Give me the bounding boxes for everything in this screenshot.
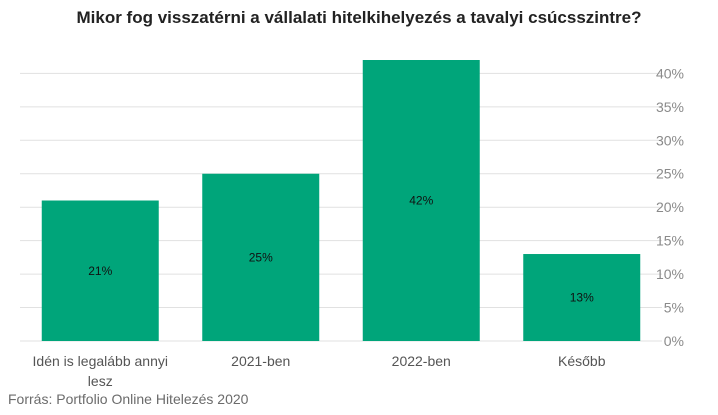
y-tick-label: 0%	[664, 333, 684, 349]
bar	[523, 254, 641, 341]
y-tick-label: 20%	[656, 199, 684, 215]
category-label: 2022-ben	[392, 353, 451, 369]
data-label: 42%	[409, 194, 433, 208]
y-tick-label: 5%	[664, 300, 684, 316]
category-label: Később	[558, 353, 606, 369]
data-label: 13%	[570, 291, 594, 305]
category-label: 2021-ben	[231, 353, 290, 369]
y-tick-label: 15%	[656, 233, 684, 249]
y-tick-label: 35%	[656, 99, 684, 115]
source-note: Forrás: Portfolio Online Hitelezés 2020	[8, 391, 249, 407]
category-label: Idén is legalább annyi lesz	[33, 353, 168, 389]
y-tick-label: 30%	[656, 132, 684, 148]
bar	[202, 173, 320, 341]
bar	[362, 60, 480, 341]
y-tick-label: 10%	[656, 266, 684, 282]
y-tick-label: 25%	[656, 166, 684, 182]
data-label: 21%	[88, 264, 112, 278]
data-label: 25%	[249, 250, 273, 264]
bar	[41, 200, 159, 341]
chart-title: Mikor fog visszatérni a vállalati hitelk…	[76, 8, 642, 27]
y-tick-label: 40%	[656, 65, 684, 81]
